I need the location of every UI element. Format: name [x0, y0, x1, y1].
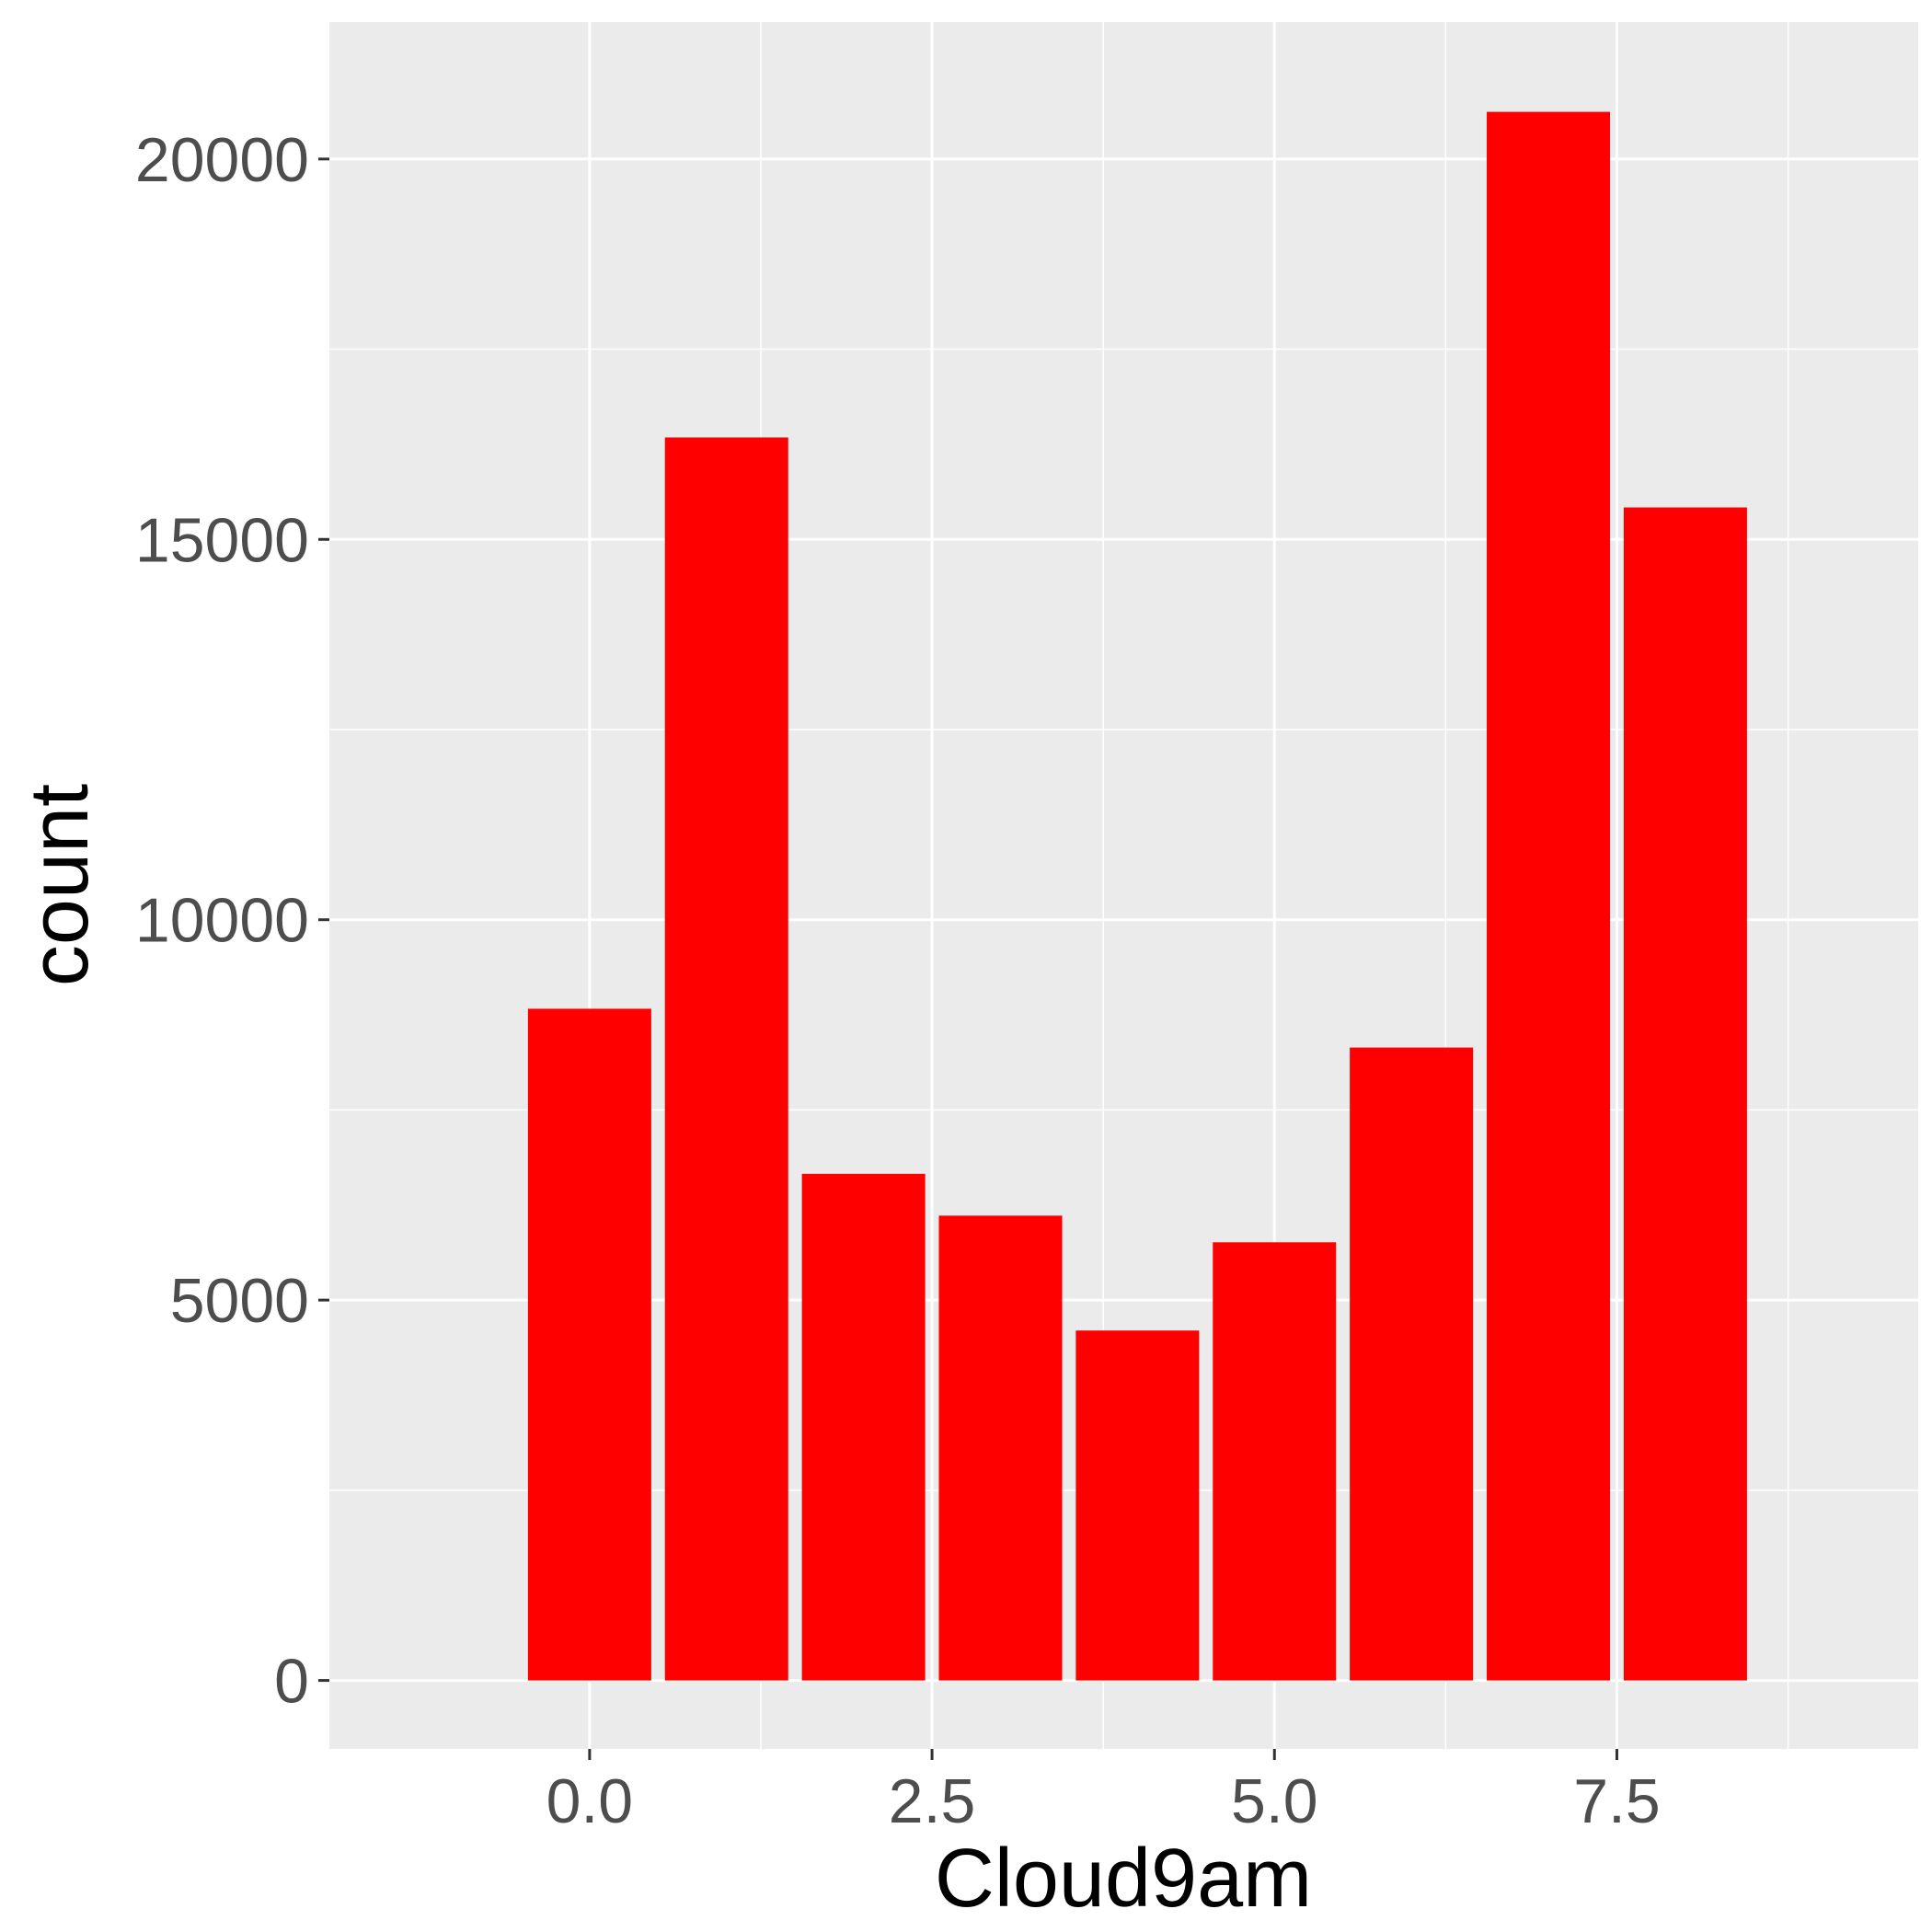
bar	[1350, 1047, 1474, 1681]
bar	[664, 437, 788, 1681]
y-tick-label: 10000	[135, 886, 309, 956]
y-axis-title: count	[14, 784, 106, 986]
bar	[1623, 507, 1747, 1681]
bar	[1213, 1242, 1337, 1681]
bar	[527, 1008, 651, 1681]
y-tick-label: 15000	[135, 505, 309, 575]
x-tick-label: 0.0	[546, 1766, 634, 1836]
x-axis-title: Cloud9am	[935, 1833, 1312, 1925]
x-tick-label: 2.5	[889, 1766, 976, 1836]
y-tick-label: 20000	[135, 125, 309, 195]
bar	[1075, 1330, 1200, 1681]
bar	[801, 1173, 926, 1681]
bars	[527, 111, 1747, 1681]
bar	[1487, 111, 1611, 1681]
x-tick-label: 5.0	[1231, 1766, 1318, 1836]
y-tick-label: 5000	[170, 1266, 309, 1336]
bar	[938, 1215, 1063, 1681]
y-axis: 0 5000 10000 15000 20000	[135, 125, 329, 1717]
x-axis: 0.0 2.5 5.0 7.5	[546, 1749, 1661, 1836]
y-tick-label: 0	[274, 1647, 309, 1717]
x-tick-label: 7.5	[1573, 1766, 1661, 1836]
